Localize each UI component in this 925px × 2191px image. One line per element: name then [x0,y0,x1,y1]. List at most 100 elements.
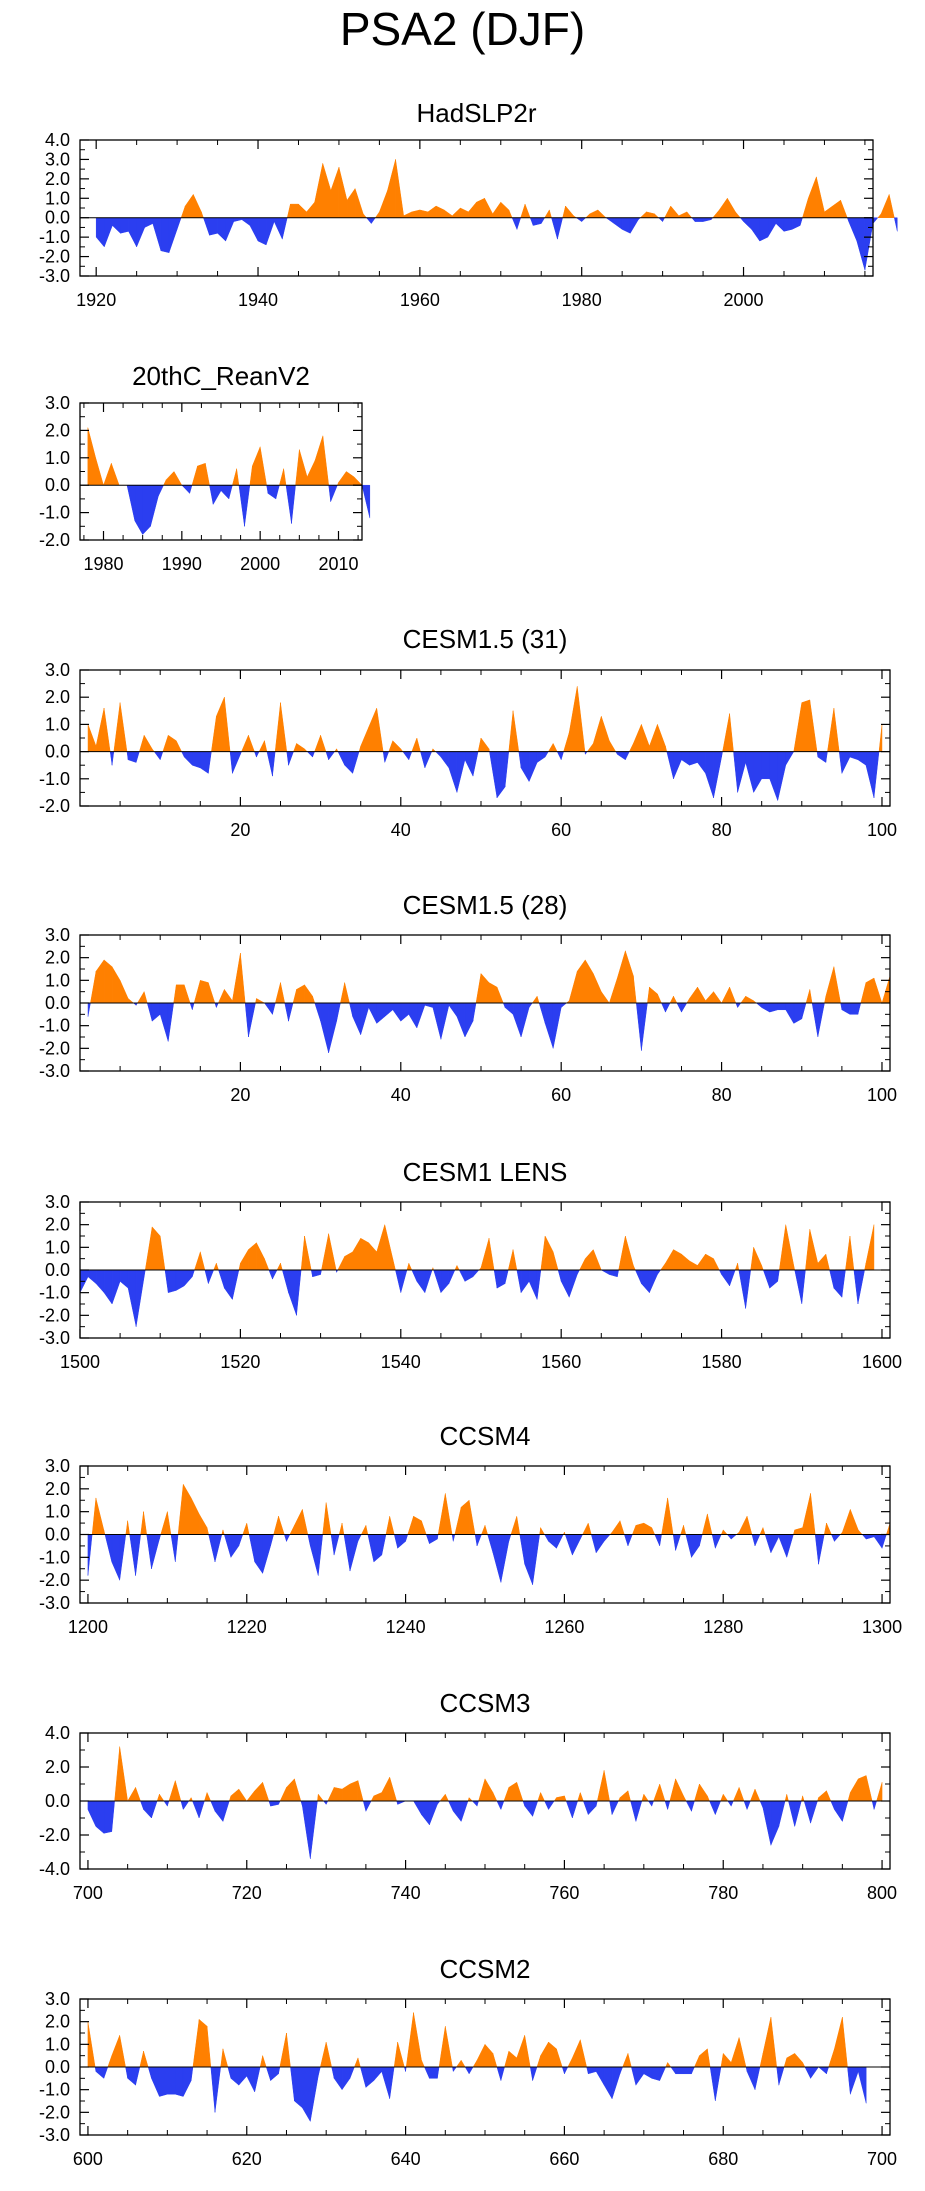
negative-area [142,484,151,536]
negative-area [119,1269,129,1289]
positive-area [516,1782,524,1802]
positive-area [200,980,209,1004]
negative-area [489,751,498,798]
positive-area [184,193,194,218]
positive-area [198,2018,208,2068]
positive-area [445,1794,449,1802]
y-tick-label: 0.0 [45,993,70,1013]
negative-area [224,1269,233,1301]
positive-area [111,2035,120,2068]
positive-area [477,737,482,752]
positive-area [597,209,607,218]
positive-area [460,2059,466,2068]
negative-area [180,1800,184,1810]
positive-area [730,2037,740,2068]
negative-area [856,217,866,271]
positive-area [697,986,706,1004]
positive-area [745,995,754,1004]
positive-area [786,1794,789,1802]
negative-area [181,484,190,495]
positive-area [537,1792,541,1802]
negative-area [857,1269,865,1305]
positive-area [556,2048,563,2068]
negative-area [641,1002,648,1051]
negative-area [192,1002,195,1010]
positive-area [500,201,510,218]
x-tick-label: 620 [232,2149,262,2169]
negative-area [362,1800,367,1812]
positive-area [722,1529,728,1535]
negative-area [630,1800,637,1822]
x-tick-label: 600 [73,2149,103,2169]
positive-area [720,1529,724,1535]
positive-area [232,953,241,1004]
positive-area [802,1795,805,1802]
positive-area [321,1233,329,1271]
positive-area [405,2012,414,2068]
negative-area [661,1002,666,1013]
positive-area [683,1795,687,1802]
positive-area [732,1787,740,1802]
negative-area [413,1800,422,1816]
negative-area [850,2066,859,2095]
negative-area [214,2066,221,2113]
x-tick-label: 1500 [60,1352,100,1372]
positive-area [119,1746,128,1802]
negative-area [306,751,313,758]
negative-area [746,2066,756,2090]
negative-area [755,1002,762,1009]
y-tick-label: 3.0 [45,1192,70,1212]
negative-area [420,751,426,768]
positive-area [582,1522,589,1535]
positive-area [352,1237,361,1271]
positive-area [159,1235,166,1271]
negative-area [432,1002,442,1040]
negative-area [865,751,875,798]
negative-area [397,1534,406,1549]
negative-area [416,1269,426,1294]
negative-area [402,751,410,761]
negative-area [437,1534,439,1540]
negative-area [127,751,137,763]
negative-area [609,1800,613,1815]
negative-area [143,1269,146,1277]
positive-area [481,1525,486,1535]
positive-area [95,1497,105,1535]
positive-area [427,205,437,218]
positive-area [403,211,413,218]
negative-area [282,1269,289,1293]
y-tick-label: 3.0 [45,149,70,169]
negative-area [182,2066,192,2097]
negative-area [159,1002,169,1042]
positive-area [734,1263,738,1271]
negative-area [739,217,744,223]
negative-area [288,751,294,766]
positive-area [306,201,315,218]
negative-area [95,217,105,248]
positive-area [611,1520,621,1535]
y-tick-label: 1.0 [45,1237,70,1257]
plot-frame [79,669,891,807]
positive-area [312,996,316,1004]
positive-area [387,159,396,218]
negative-area [283,1534,287,1542]
negative-area [176,217,182,230]
negative-area [429,1800,438,1825]
negative-area [794,1269,803,1305]
negative-area [666,751,674,779]
x-tick-label: 1920 [76,290,116,310]
negative-area [556,751,562,760]
negative-area [189,1002,193,1010]
negative-area [357,1534,362,1542]
negative-area [496,2066,502,2081]
negative-area [825,751,828,763]
negative-area [416,1002,426,1029]
positive-area [544,1235,554,1271]
negative-area [268,1800,271,1807]
positive-area [540,1792,545,1802]
positive-area [576,686,586,752]
positive-area [654,213,660,218]
positive-area [295,449,300,486]
positive-area [230,1788,240,1802]
